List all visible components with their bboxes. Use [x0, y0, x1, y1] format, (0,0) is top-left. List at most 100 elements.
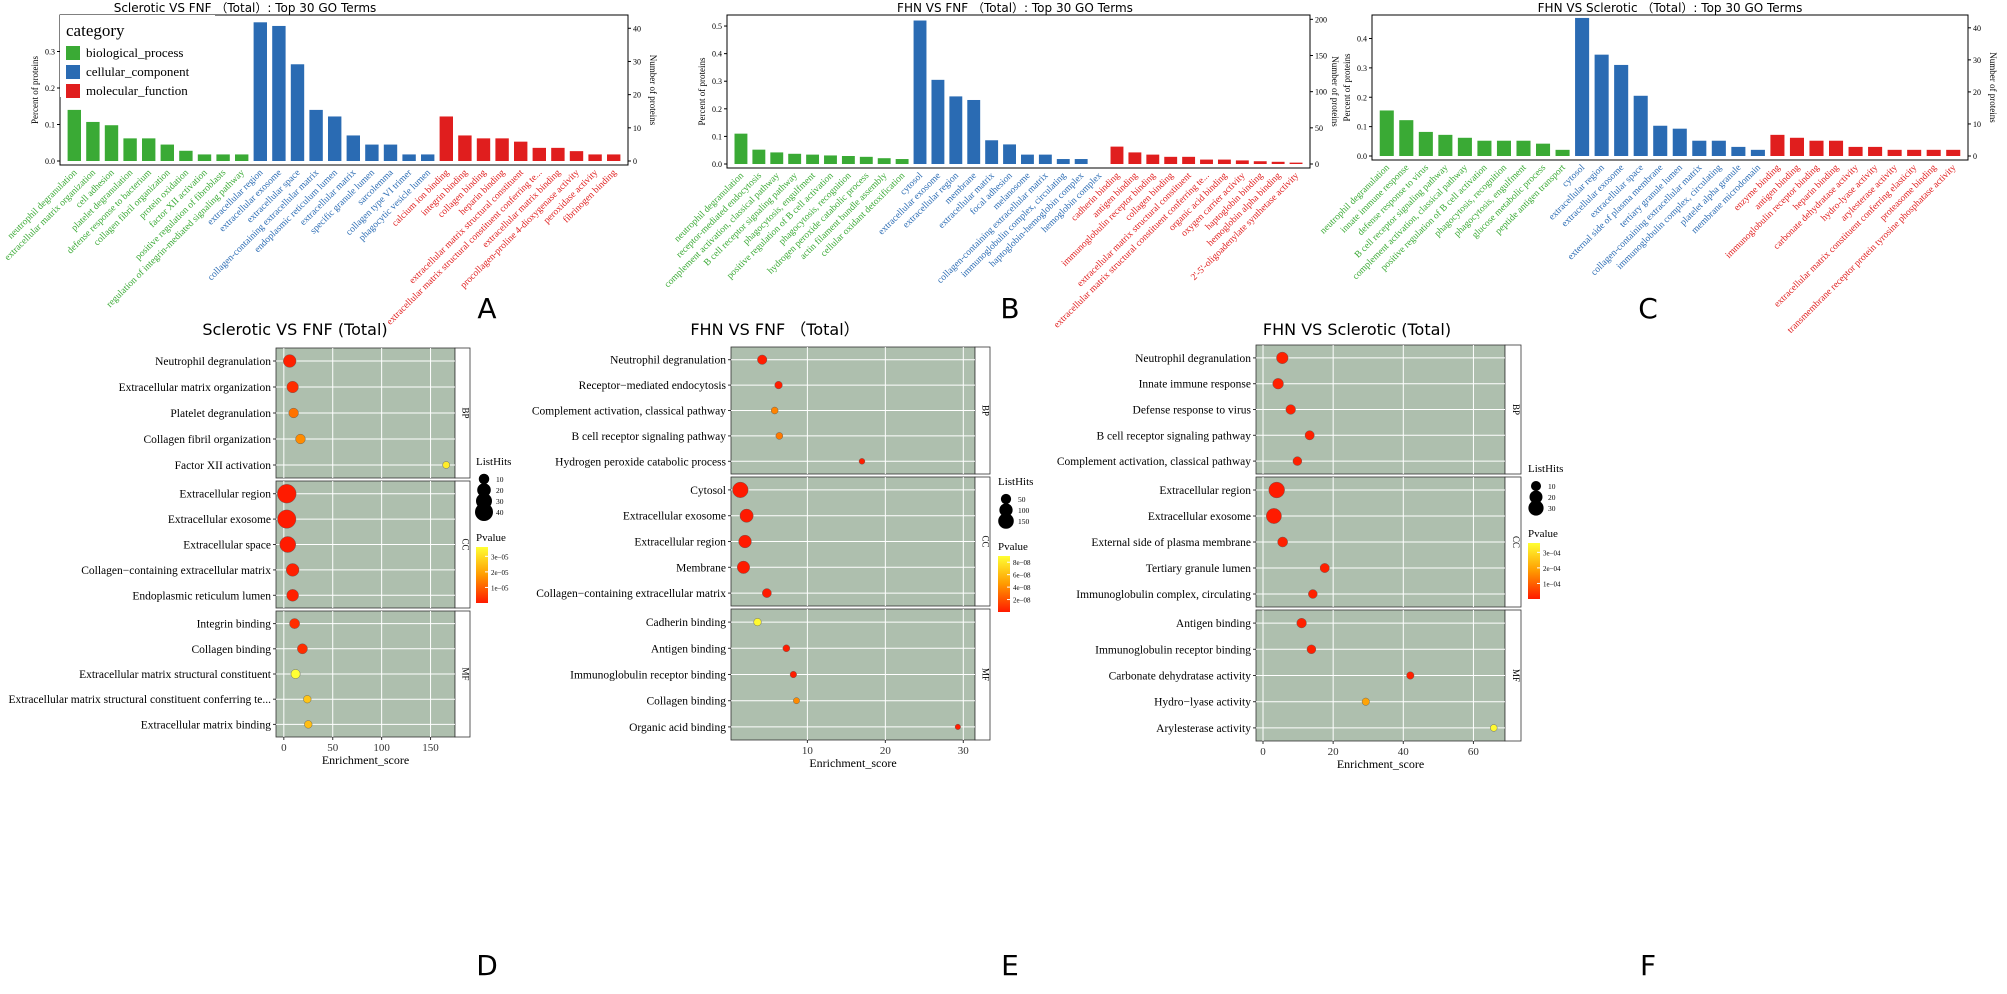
bar — [1399, 120, 1414, 156]
term-label: Complement activation, classical pathway — [532, 406, 726, 418]
color-legend-title: Pvalue — [476, 532, 506, 544]
term-label: Endoplasmic reticulum lumen — [132, 590, 271, 602]
size-legend-title: ListHits — [998, 476, 1033, 488]
enrichment-dot — [295, 433, 306, 445]
size-legend-dot — [1529, 490, 1543, 504]
term-label: Collagen−containing extracellular matrix — [81, 565, 271, 577]
x-tick-label: 10 — [802, 745, 814, 757]
bar — [949, 96, 963, 164]
size-legend-title: ListHits — [1528, 463, 1563, 475]
bar — [1289, 162, 1303, 164]
legend-label: cellular_component — [86, 64, 190, 79]
term-label: Hydrogen peroxide catabolic process — [555, 456, 726, 468]
y2-tick-label: 10 — [1973, 120, 1981, 129]
bar — [1496, 140, 1511, 156]
color-legend-label: 3e−05 — [491, 553, 509, 561]
enrichment-dot — [286, 589, 299, 602]
term-label: Extracellular region — [1159, 485, 1251, 497]
color-legend-title: Pvalue — [1528, 528, 1558, 540]
y-tick-label: 0.4 — [1357, 35, 1367, 44]
category-label: neutrophil degranulation — [6, 168, 79, 241]
dot-chart-title: FHN VS Sclerotic (Total) — [1263, 320, 1451, 339]
enrichment-dot — [1406, 671, 1415, 680]
legend-swatch — [66, 65, 80, 79]
enrichment-dot — [1276, 351, 1289, 364]
term-label: Immunoglobulin receptor binding — [570, 670, 726, 682]
bar — [1271, 161, 1285, 164]
enrichment-dot — [753, 618, 762, 627]
bar — [1770, 134, 1785, 156]
bar — [1848, 146, 1863, 156]
bar — [86, 121, 100, 161]
bar — [514, 141, 528, 161]
size-legend-dot — [475, 503, 493, 521]
enrichment-dot — [297, 643, 308, 655]
term-label: Carbonate dehydratase activity — [1109, 671, 1252, 683]
bar — [1653, 125, 1668, 156]
enrichment-dot — [774, 381, 783, 390]
bar — [179, 150, 193, 161]
term-label: Antigen binding — [651, 643, 726, 655]
y-axis-title: Percent of proteins — [30, 56, 40, 124]
enrichment-dot — [277, 509, 297, 529]
x-tick-label: 40 — [1398, 746, 1410, 758]
x-axis-title: Enrichment_score — [1337, 757, 1424, 771]
panel-letter: E — [1001, 949, 1019, 982]
y-tick-label: 0.1 — [712, 132, 722, 141]
y-tick-label: 0.0 — [712, 160, 722, 169]
bar — [895, 159, 909, 164]
color-legend-label: 6e−08 — [1013, 572, 1031, 580]
color-legend-bar — [476, 547, 488, 603]
enrichment-dot — [1272, 378, 1284, 390]
y2-tick-label: 200 — [1315, 15, 1327, 24]
bar — [1516, 140, 1531, 156]
bar — [1594, 54, 1609, 156]
bar — [1418, 131, 1433, 156]
x-axis-title: Enrichment_score — [809, 756, 896, 770]
term-label: Collagen binding — [646, 696, 726, 708]
panel-letter: F — [1640, 949, 1656, 982]
enrichment-dot — [1285, 404, 1296, 415]
size-legend-label: 30 — [496, 497, 504, 506]
facet-strip-label: CC — [981, 535, 991, 547]
bar — [1021, 154, 1034, 164]
term-label: Extracellular matrix structural constitu… — [79, 669, 272, 681]
x-tick-label: 20 — [880, 745, 892, 757]
bar — [824, 155, 837, 164]
enrichment-dot — [739, 508, 754, 523]
bar — [383, 144, 398, 161]
bar — [235, 154, 249, 161]
bar — [551, 147, 565, 161]
term-label: Arylesterase activity — [1156, 723, 1251, 735]
bar — [1477, 140, 1492, 156]
bar — [272, 25, 286, 162]
color-legend-label: 2e−08 — [1013, 597, 1031, 605]
y2-axis-title: Number of proteins — [1988, 52, 1998, 123]
enrichment-dot — [738, 534, 752, 549]
y-tick-label: 0.3 — [712, 77, 722, 86]
color-legend-bar — [1528, 543, 1540, 599]
term-label: Extracellular matrix structural constitu… — [9, 694, 272, 706]
plot-frame — [726, 14, 1311, 169]
y2-tick-label: 0 — [633, 157, 637, 166]
enrichment-dot — [286, 563, 300, 577]
bar — [770, 152, 784, 164]
term-label: Neutrophil degranulation — [155, 356, 271, 368]
y-tick-label: 0.2 — [45, 84, 55, 93]
legend-title: category — [66, 21, 125, 40]
bar — [1056, 159, 1070, 164]
bar — [309, 109, 323, 161]
term-label: Immunoglobulin complex, circulating — [1076, 589, 1251, 601]
bar — [216, 154, 230, 161]
size-legend-dot — [1530, 480, 1542, 492]
x-tick-label: 0 — [281, 742, 287, 754]
bar — [734, 133, 748, 164]
bar — [1946, 149, 1961, 156]
bar — [607, 154, 621, 161]
enrichment-dot — [1304, 430, 1315, 441]
enrichment-dot — [737, 560, 750, 574]
term-label: Antigen binding — [1176, 618, 1251, 630]
enrichment-dot — [288, 407, 299, 419]
x-tick-label: 20 — [1328, 746, 1340, 758]
